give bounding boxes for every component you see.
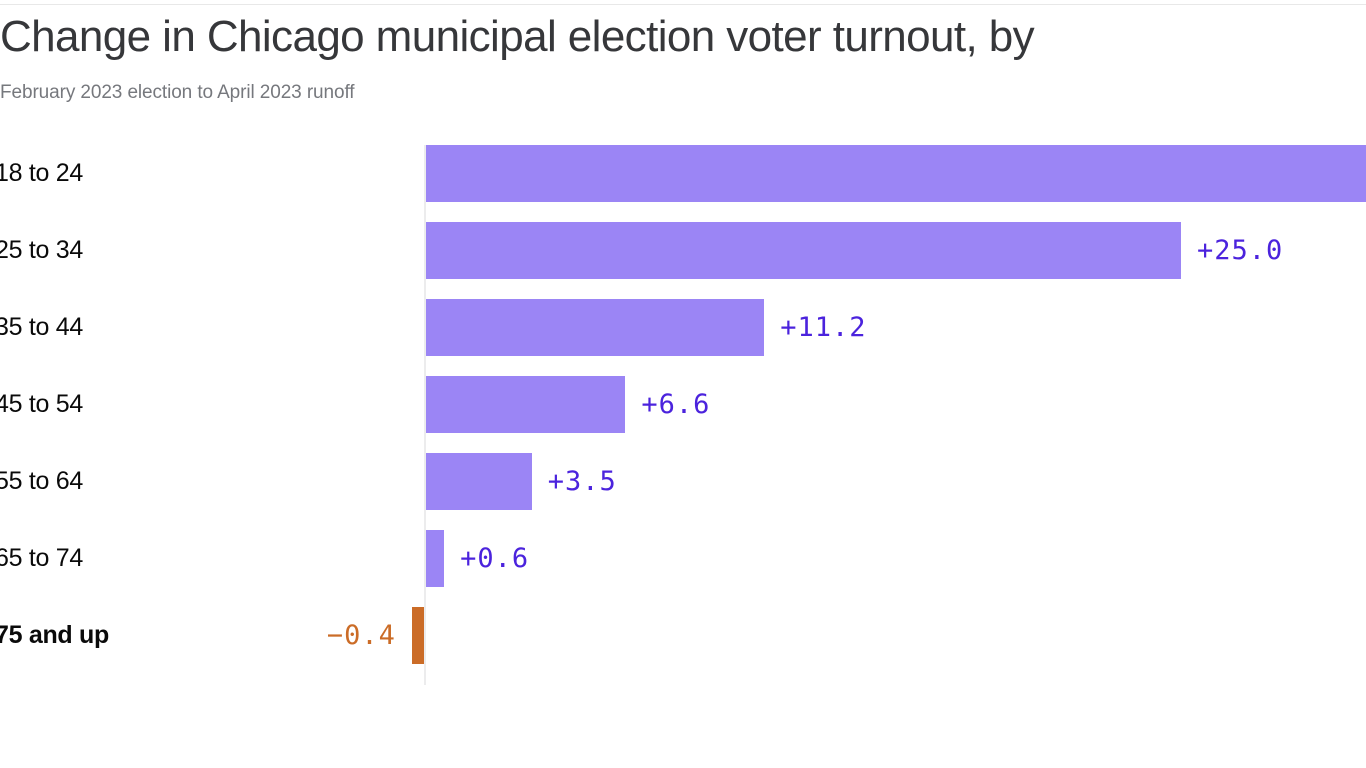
category-label: 65 to 74 — [0, 544, 83, 572]
chart-subtitle: February 2023 election to April 2023 run… — [0, 82, 355, 103]
bar[interactable] — [426, 453, 532, 510]
category-label: 25 to 34 — [0, 236, 83, 264]
category-label: 45 to 54 — [0, 390, 83, 418]
bar-value-label: −0.4 — [326, 620, 396, 651]
category-label: 35 to 44 — [0, 313, 83, 341]
category-label: 75 and up — [0, 621, 109, 649]
bar-row: 18 to 24 — [0, 145, 1366, 222]
bar-value-label: +11.2 — [780, 312, 867, 343]
plot-area: 18 to 24 25 to 34 +25.0 35 to 44 +11.2 45 to … — [0, 145, 1366, 705]
bar[interactable] — [426, 530, 445, 587]
bar-value-label: +6.6 — [641, 389, 711, 420]
bar-row: 25 to 34 +25.0 — [0, 222, 1366, 299]
bar-row: 45 to 54 +6.6 — [0, 376, 1366, 453]
bar-row: 55 to 64 +3.5 — [0, 453, 1366, 530]
bar[interactable] — [426, 299, 765, 356]
chart-header: Change in Chicago municipal election vot… — [0, 8, 1366, 106]
bar[interactable] — [426, 222, 1181, 279]
page-title: Change in Chicago municipal election vot… — [0, 12, 1035, 61]
bar-row: 35 to 44 +11.2 — [0, 299, 1366, 376]
top-divider — [0, 4, 1366, 5]
category-label: 55 to 64 — [0, 467, 83, 495]
bar-row: 75 and up −0.4 — [0, 607, 1366, 684]
zero-baseline — [424, 145, 426, 685]
bar[interactable] — [411, 607, 424, 664]
bar[interactable] — [426, 145, 1366, 202]
bar-value-label: +0.6 — [460, 543, 530, 574]
category-label: 18 to 24 — [0, 159, 83, 187]
bar[interactable] — [426, 376, 626, 433]
bar-value-label: +25.0 — [1197, 235, 1284, 266]
bar-row: 65 to 74 +0.6 — [0, 530, 1366, 607]
bar-value-label: +3.5 — [547, 466, 617, 497]
